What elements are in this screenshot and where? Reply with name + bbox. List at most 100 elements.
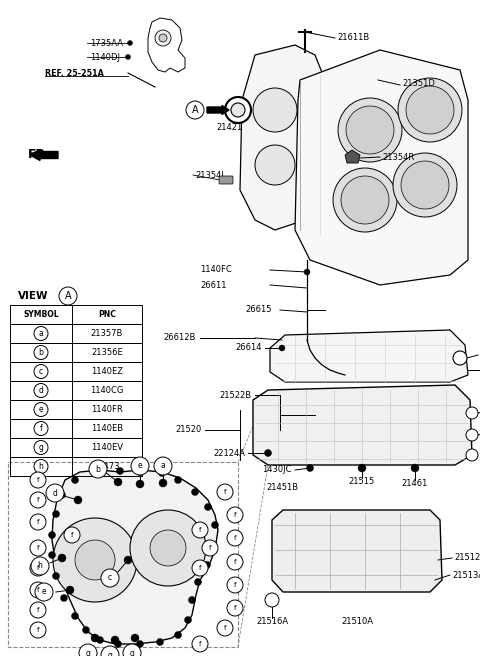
Circle shape <box>186 101 204 119</box>
Text: 21520: 21520 <box>176 426 202 434</box>
Bar <box>10 400 142 419</box>
Circle shape <box>466 407 478 419</box>
Circle shape <box>338 98 402 162</box>
Circle shape <box>209 541 216 548</box>
Circle shape <box>74 496 82 504</box>
Text: f: f <box>234 512 236 518</box>
Circle shape <box>155 30 171 46</box>
Text: h: h <box>37 562 42 571</box>
Text: A: A <box>192 105 198 115</box>
Text: 1140FC: 1140FC <box>200 266 232 274</box>
Circle shape <box>34 327 48 340</box>
Bar <box>10 381 142 400</box>
Text: 22124A: 22124A <box>213 449 245 457</box>
Text: d: d <box>53 489 58 497</box>
Circle shape <box>227 507 243 523</box>
Text: 21356E: 21356E <box>91 348 123 357</box>
Circle shape <box>75 540 115 580</box>
Text: f: f <box>234 535 236 541</box>
Circle shape <box>89 460 107 478</box>
Circle shape <box>231 103 245 117</box>
Circle shape <box>227 530 243 546</box>
Circle shape <box>453 351 467 365</box>
Text: 21611B: 21611B <box>337 33 369 43</box>
Circle shape <box>156 638 164 646</box>
Text: FR.: FR. <box>28 148 51 161</box>
Polygon shape <box>52 470 218 644</box>
Circle shape <box>117 468 123 474</box>
Circle shape <box>59 491 65 499</box>
Circle shape <box>217 620 233 636</box>
Text: 1430JC: 1430JC <box>263 466 292 474</box>
Circle shape <box>66 586 74 594</box>
Circle shape <box>60 594 68 602</box>
Text: 21516A: 21516A <box>256 617 288 626</box>
Text: f: f <box>37 565 39 571</box>
Text: 26612B: 26612B <box>164 333 196 342</box>
Text: 21522B: 21522B <box>220 390 252 400</box>
Circle shape <box>31 557 49 575</box>
Text: f: f <box>37 607 39 613</box>
Text: 21510A: 21510A <box>341 617 373 626</box>
Text: f: f <box>71 532 73 538</box>
Circle shape <box>466 429 478 441</box>
Circle shape <box>154 457 172 475</box>
Text: 21351D: 21351D <box>402 79 435 89</box>
Text: f: f <box>234 559 236 565</box>
Circle shape <box>225 97 251 123</box>
Bar <box>10 457 142 476</box>
Polygon shape <box>240 45 325 230</box>
Circle shape <box>101 569 119 587</box>
Circle shape <box>30 602 46 618</box>
Text: a: a <box>161 462 166 470</box>
Text: f: f <box>37 497 39 503</box>
Text: f: f <box>199 565 201 571</box>
Circle shape <box>30 540 46 556</box>
Circle shape <box>158 470 166 476</box>
Text: h: h <box>38 462 43 471</box>
Text: d: d <box>38 386 43 395</box>
Circle shape <box>96 636 104 644</box>
Text: 21357B: 21357B <box>91 329 123 338</box>
FancyArrow shape <box>30 150 58 161</box>
Circle shape <box>279 345 285 351</box>
Text: f: f <box>209 545 211 551</box>
Bar <box>10 419 142 438</box>
Circle shape <box>175 476 181 483</box>
Circle shape <box>406 86 454 134</box>
Circle shape <box>217 484 233 500</box>
Circle shape <box>72 613 79 619</box>
Circle shape <box>150 530 186 566</box>
Text: 26614: 26614 <box>236 344 262 352</box>
Polygon shape <box>253 385 472 465</box>
Circle shape <box>401 161 449 209</box>
Circle shape <box>192 489 199 495</box>
Bar <box>10 305 142 324</box>
Circle shape <box>34 365 48 379</box>
Circle shape <box>91 634 99 642</box>
Text: 1140EV: 1140EV <box>91 443 123 452</box>
Circle shape <box>194 579 202 586</box>
Text: 1140EZ: 1140EZ <box>91 367 123 376</box>
Text: g: g <box>130 649 134 656</box>
Circle shape <box>307 464 313 472</box>
Circle shape <box>34 459 48 474</box>
Circle shape <box>101 646 119 656</box>
Circle shape <box>136 468 144 476</box>
Text: VIEW: VIEW <box>18 291 48 301</box>
Circle shape <box>159 34 167 42</box>
Circle shape <box>304 269 310 275</box>
Text: 21513A: 21513A <box>452 571 480 579</box>
Text: f: f <box>40 424 42 433</box>
Circle shape <box>53 518 137 602</box>
Circle shape <box>227 554 243 570</box>
Circle shape <box>30 622 46 638</box>
Circle shape <box>30 560 46 576</box>
Circle shape <box>341 176 389 224</box>
Circle shape <box>192 636 208 652</box>
Circle shape <box>83 626 89 634</box>
Text: f: f <box>37 587 39 593</box>
Text: 1140CG: 1140CG <box>90 386 124 395</box>
Text: c: c <box>108 573 112 583</box>
Text: 21515: 21515 <box>349 478 375 487</box>
